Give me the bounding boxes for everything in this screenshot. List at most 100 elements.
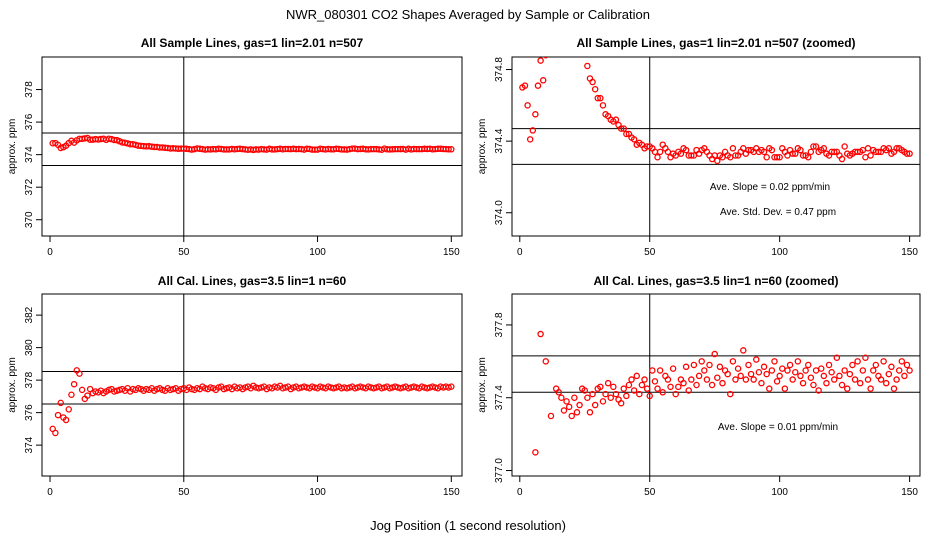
y-tick-label: 377.0 (494, 458, 505, 483)
x-tick-label: 0 (517, 487, 523, 498)
data-point (833, 354, 841, 361)
data-point (524, 102, 531, 109)
data-point (448, 383, 455, 390)
data-point (610, 383, 617, 391)
data-point (906, 150, 913, 157)
data-point (571, 394, 578, 401)
data-point (885, 370, 893, 378)
y-tick-label: 372 (24, 178, 35, 195)
y-axis-label: approx. ppm (7, 357, 18, 413)
data-point (843, 385, 851, 392)
data-point (547, 412, 555, 420)
data-point (901, 372, 908, 380)
data-point (869, 367, 877, 374)
x-tick-label: 100 (309, 487, 326, 498)
data-point (556, 45, 561, 50)
data-point (794, 358, 802, 365)
data-point (680, 379, 687, 387)
annotation: Ave. Std. Dev. = 0.47 ppm (720, 207, 836, 218)
data-point (542, 358, 550, 365)
data-point (885, 145, 893, 152)
data-point (667, 383, 674, 391)
data-point (779, 365, 786, 372)
data-point (810, 381, 817, 389)
data-point (690, 361, 698, 369)
data-point (534, 82, 542, 89)
y-tick-label: 374.4 (494, 128, 505, 153)
data-point (620, 125, 627, 132)
data-point (895, 367, 903, 374)
data-point (602, 390, 609, 398)
data-point (84, 392, 91, 399)
data-point (682, 146, 690, 154)
figure-title: NWR_080301 CO2 Shapes Averaged by Sample… (286, 7, 650, 22)
y-tick-label: 378 (24, 81, 35, 98)
x-tick-label: 150 (443, 247, 460, 258)
data-point (820, 372, 828, 380)
data-point (537, 330, 544, 338)
data-point (559, 45, 564, 50)
data-point (784, 367, 791, 374)
data-point (532, 449, 539, 456)
data-point (792, 150, 799, 157)
y-tick-label: 370 (24, 211, 35, 228)
data-point (565, 403, 573, 411)
data-point (711, 350, 718, 358)
data-point (864, 376, 872, 383)
x-tick-label: 50 (644, 247, 656, 258)
data-point (797, 372, 804, 380)
data-point (890, 385, 898, 392)
data-point (589, 78, 596, 86)
data-point (555, 389, 563, 396)
data-point (641, 376, 648, 383)
data-point (560, 407, 568, 414)
panel-title: All Sample Lines, gas=1 lin=2.01 n=507 (141, 36, 364, 50)
data-point (760, 148, 768, 156)
x-tick-label: 100 (771, 487, 788, 498)
data-point (773, 378, 781, 385)
data-point (768, 146, 776, 154)
data-point (599, 102, 607, 109)
data-point (633, 372, 640, 380)
x-tick-label: 150 (901, 487, 918, 498)
data-point (646, 392, 653, 400)
data-point (558, 394, 565, 401)
data-point (589, 390, 596, 398)
y-tick-label: 378 (24, 371, 35, 388)
panel-4: All Cal. Lines, gas=3.5 lin=1 n=60 (zoom… (477, 274, 921, 498)
data-point (786, 361, 794, 369)
data-point (875, 148, 882, 156)
data-point (838, 381, 846, 389)
data-point (830, 148, 838, 156)
x-tick-label: 150 (901, 247, 918, 258)
y-axis-label: approx. ppm (7, 119, 18, 175)
data-point (521, 82, 529, 89)
data-point (893, 376, 900, 383)
data-point (766, 385, 773, 392)
plot-frame (41, 56, 463, 237)
data-point (688, 152, 695, 159)
data-point (76, 370, 83, 377)
data-point (820, 145, 828, 152)
data-point (445, 146, 452, 153)
data-point (630, 387, 638, 394)
data-point (781, 385, 789, 392)
data-point (812, 367, 820, 374)
data-point (727, 390, 734, 398)
data-point (716, 363, 724, 371)
data-point (654, 153, 661, 161)
data-point (807, 374, 815, 381)
data-point (526, 136, 534, 143)
data-points (519, 37, 913, 165)
data-point (636, 390, 643, 398)
plot-frame (41, 293, 463, 477)
data-point (763, 153, 770, 161)
data-point (65, 406, 73, 413)
data-point (823, 379, 830, 387)
data-point (903, 361, 911, 369)
x-tick-label: 50 (178, 487, 190, 498)
data-point (539, 77, 547, 84)
data-point (864, 145, 872, 152)
plot-frame (511, 293, 921, 477)
data-point (546, 37, 551, 42)
